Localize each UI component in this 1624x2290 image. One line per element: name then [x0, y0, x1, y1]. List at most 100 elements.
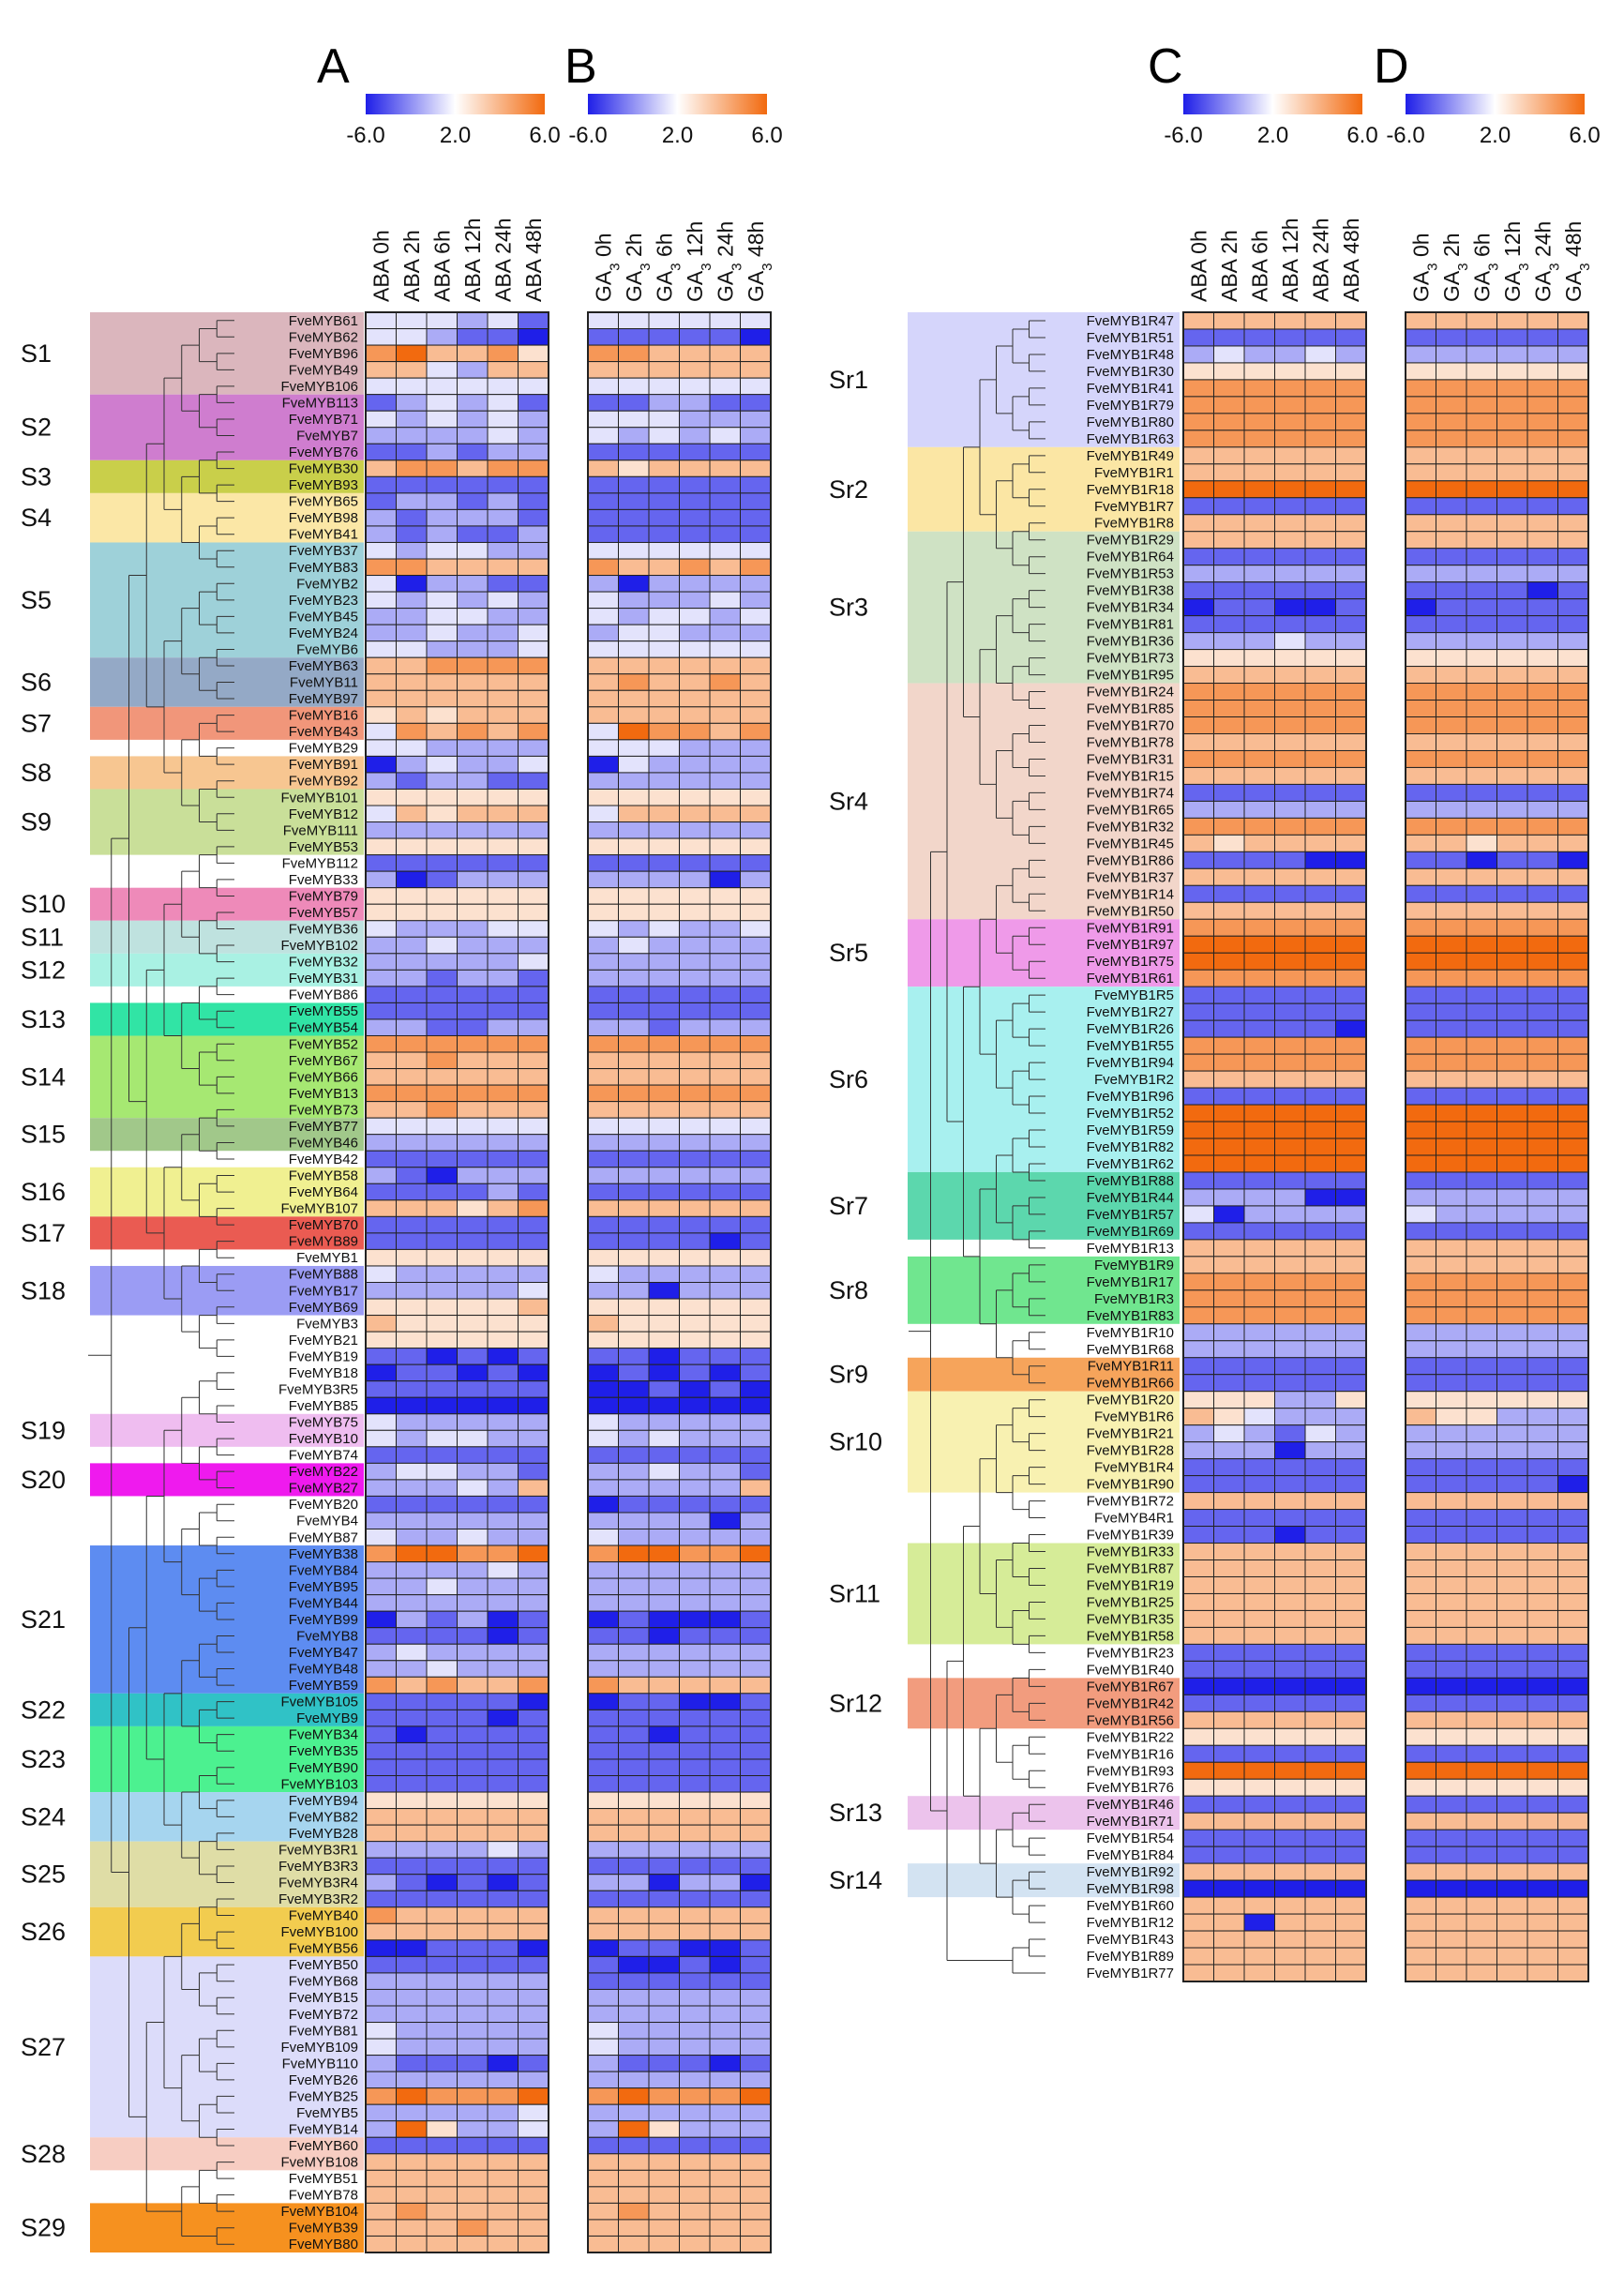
cluster-band: [908, 1256, 1180, 1324]
heatmap-cell: [648, 1396, 680, 1415]
heatmap-cell: [1557, 362, 1589, 381]
heatmap-cell: [1243, 548, 1275, 566]
heatmap-cell: [1526, 632, 1558, 651]
heatmap-cell: [1304, 1188, 1336, 1207]
heatmap-cell: [648, 1643, 680, 1662]
heatmap-cell: [740, 1972, 772, 1990]
cluster-band: [90, 706, 364, 740]
heatmap-cell: [587, 1051, 619, 1070]
heatmap-cell: [1243, 1930, 1275, 1949]
heatmap-cell: [426, 837, 458, 856]
heatmap-cell: [426, 1495, 458, 1514]
heatmap-cell: [426, 936, 458, 955]
cluster-label: Sr3: [829, 594, 868, 622]
heatmap-cell: [1243, 531, 1275, 550]
row-label: FveMYB1R20: [1087, 1393, 1174, 1409]
heatmap-cell: [487, 1117, 519, 1136]
heatmap-cell: [1526, 732, 1558, 751]
heatmap-cell: [648, 986, 680, 1003]
heatmap-cell: [396, 2038, 428, 2056]
heatmap-cell: [396, 788, 428, 806]
heatmap-cell: [457, 1462, 489, 1481]
row-label: FveMYB46: [289, 1135, 358, 1151]
heatmap-cell: [1466, 649, 1497, 668]
heatmap-cell: [618, 854, 650, 872]
heatmap-cell: [426, 2038, 458, 2056]
heatmap-cell: [1213, 581, 1245, 600]
heatmap-cell: [1436, 817, 1467, 836]
heatmap-cell: [709, 1544, 741, 1563]
heatmap-cell: [487, 1495, 519, 1514]
heatmap-cell: [1496, 700, 1528, 718]
row-label: FveMYB1R85: [1087, 701, 1174, 717]
heatmap-cell: [587, 1446, 619, 1464]
heatmap-cell: [1557, 1137, 1589, 1156]
heatmap-cell: [1466, 345, 1497, 364]
heatmap-cell: [1213, 497, 1245, 516]
heatmap-cell: [1304, 1710, 1336, 1729]
heatmap-cell: [365, 986, 397, 1003]
heatmap-cell: [679, 969, 711, 987]
heatmap-cell: [1335, 1036, 1367, 1055]
heatmap-cell: [518, 706, 549, 724]
heatmap-cell: [457, 689, 489, 708]
cluster-band: [90, 1841, 364, 1907]
heatmap-cell: [1213, 531, 1245, 550]
heatmap-cell: [1405, 649, 1436, 668]
heatmap-cell: [1182, 918, 1214, 937]
heatmap-cell: [679, 394, 711, 412]
heatmap-cell: [518, 1117, 549, 1136]
row-label: FveMYB1R88: [1087, 1173, 1174, 1189]
heatmap-cell: [1496, 362, 1528, 381]
heatmap-cell: [618, 969, 650, 987]
heatmap-cell: [1243, 766, 1275, 785]
heatmap-cell: [1526, 1660, 1558, 1679]
heatmap-cell: [1436, 1626, 1467, 1645]
heatmap-cell: [1304, 1340, 1336, 1359]
heatmap-cell: [618, 575, 650, 593]
heatmap-cell: [1526, 379, 1558, 398]
heatmap-cell: [1496, 969, 1528, 987]
heatmap-cell: [1335, 1154, 1367, 1173]
heatmap-cell: [487, 722, 519, 741]
heatmap-cell: [618, 2219, 650, 2237]
column-header-B: GA3 48h: [744, 221, 775, 302]
heatmap-cell: [365, 1413, 397, 1431]
heatmap-cell: [1182, 1509, 1214, 1528]
heatmap-cell: [1182, 749, 1214, 768]
heatmap-cell: [1182, 1306, 1214, 1325]
heatmap-cell: [648, 2136, 680, 2155]
heatmap-cell: [1304, 1441, 1336, 1460]
heatmap-cell: [1182, 1188, 1214, 1207]
heatmap-cell: [487, 2087, 519, 2105]
heatmap-cell: [487, 443, 519, 461]
heatmap-cell: [618, 805, 650, 823]
heatmap-cell: [740, 1265, 772, 1283]
heatmap-cell: [587, 1709, 619, 1727]
heatmap-cell: [618, 689, 650, 708]
heatmap-cell: [487, 1988, 519, 2007]
heatmap-cell: [426, 2055, 458, 2072]
heatmap-cell: [709, 1117, 741, 1136]
heatmap-cell: [740, 1857, 772, 1876]
heatmap-cell: [396, 1396, 428, 1415]
heatmap-cell: [1526, 581, 1558, 600]
heatmap-cell: [618, 361, 650, 379]
heatmap-cell: [1405, 1812, 1436, 1830]
heatmap-cell: [618, 1890, 650, 1908]
heatmap-cell: [1335, 1846, 1367, 1864]
heatmap-cell: [1526, 1441, 1558, 1460]
heatmap-cell: [365, 508, 397, 527]
heatmap-cell: [740, 1775, 772, 1793]
heatmap-cell: [648, 1265, 680, 1283]
heatmap-cell: [1335, 986, 1367, 1004]
row-label: FveMYB31: [289, 971, 358, 987]
heatmap-cell: [709, 1725, 741, 1743]
heatmap-cell: [679, 344, 711, 363]
row-label: FveMYB1R91: [1087, 920, 1174, 936]
heatmap-cell: [365, 772, 397, 790]
column-header-D: GA3 48h: [1561, 221, 1593, 302]
heatmap-cell: [365, 575, 397, 593]
heatmap-cell: [518, 1167, 549, 1184]
heatmap-cell: [426, 870, 458, 889]
